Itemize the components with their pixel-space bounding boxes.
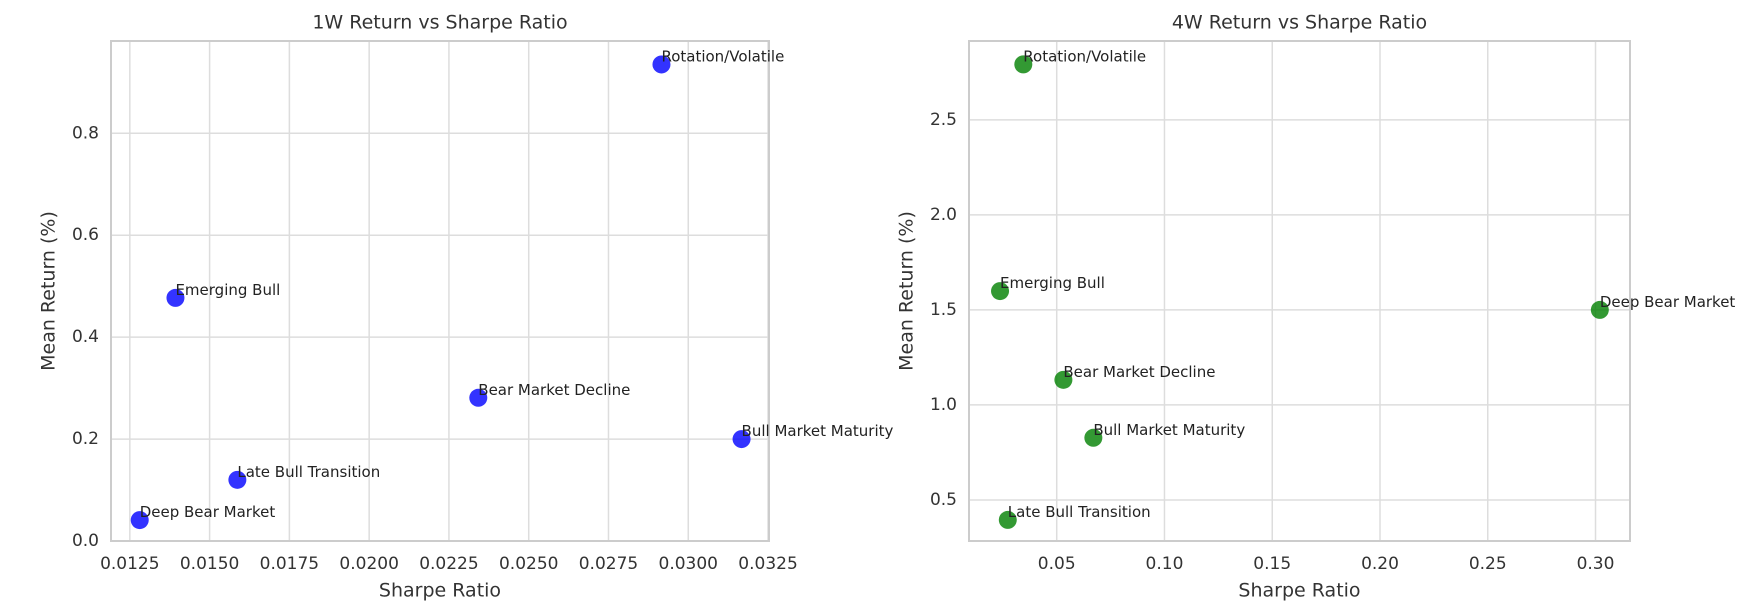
x-axis-label: Sharpe Ratio [379, 580, 501, 602]
y-tick-label: 0.8 [72, 123, 99, 143]
plot-frame [968, 40, 1631, 542]
y-tick-label: 2.5 [930, 110, 957, 130]
point-label: Rotation/Volatile [661, 47, 784, 65]
plot-frame [110, 40, 770, 542]
y-tick-label: 0.6 [72, 225, 99, 245]
point-label: Bear Market Decline [478, 381, 630, 399]
y-tick-label: 0.4 [72, 327, 99, 347]
x-tick-label: 0.15 [1253, 554, 1291, 574]
x-tick-label: 0.0175 [260, 554, 319, 574]
chart-title: 1W Return vs Sharpe Ratio [312, 12, 567, 34]
x-tick-label: 0.05 [1038, 554, 1076, 574]
x-tick-label: 0.0250 [499, 554, 558, 574]
point [1014, 55, 1033, 74]
point-label: Emerging Bull [1000, 274, 1105, 292]
chart-title: 4W Return vs Sharpe Ratio [1172, 12, 1427, 34]
point [469, 388, 488, 407]
point [1084, 428, 1103, 447]
y-tick-label: 1.5 [930, 300, 957, 320]
point [228, 470, 247, 489]
point [1054, 370, 1073, 389]
y-tick-label: 0.2 [72, 429, 99, 449]
point-label: Deep Bear Market [1600, 293, 1736, 311]
x-tick-label: 0.30 [1577, 554, 1615, 574]
point-label: Emerging Bull [175, 281, 280, 299]
x-tick-label: 0.10 [1146, 554, 1184, 574]
point [1590, 300, 1609, 319]
x-tick-label: 0.0200 [339, 554, 398, 574]
y-tick-label: 0.5 [930, 490, 957, 510]
x-tick-label: 0.0125 [100, 554, 159, 574]
point [991, 282, 1010, 301]
y-axis-label: Mean Return (%) [896, 211, 918, 371]
x-tick-label: 0.25 [1469, 554, 1507, 574]
point-label: Late Bull Transition [1008, 503, 1151, 521]
point-label: Bear Market Decline [1063, 363, 1215, 381]
x-tick-label: 0.20 [1361, 554, 1399, 574]
point-label: Bull Market Maturity [1093, 421, 1245, 439]
point [998, 510, 1017, 529]
x-axis-label: Sharpe Ratio [1238, 580, 1360, 602]
y-tick-label: 2.0 [930, 205, 957, 225]
point [732, 430, 751, 449]
point-label: Bull Market Maturity [742, 422, 894, 440]
point-label: Late Bull Transition [237, 463, 380, 481]
x-tick-label: 0.0150 [180, 554, 239, 574]
y-axis-label: Mean Return (%) [38, 211, 60, 371]
point [652, 55, 671, 74]
point [130, 511, 149, 530]
x-tick-label: 0.0300 [659, 554, 718, 574]
x-tick-label: 0.0325 [738, 554, 797, 574]
point-label: Rotation/Volatile [1023, 47, 1146, 65]
y-tick-label: 0.0 [72, 531, 99, 551]
x-tick-label: 0.0275 [579, 554, 638, 574]
point [166, 288, 185, 307]
point-label: Deep Bear Market [140, 503, 276, 521]
x-tick-label: 0.0225 [419, 554, 478, 574]
y-tick-label: 1.0 [930, 395, 957, 415]
